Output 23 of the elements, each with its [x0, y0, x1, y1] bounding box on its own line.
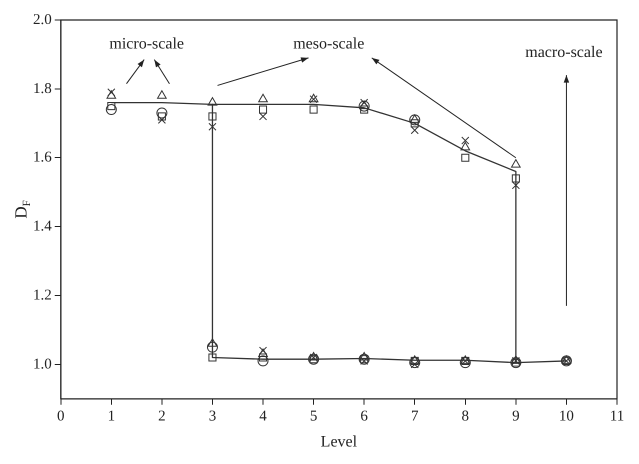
x-tick-label: 8 — [462, 408, 470, 425]
y-tick-label: 1.4 — [33, 218, 52, 235]
annotation: macro-scale — [525, 44, 603, 61]
x-tick-label: 6 — [360, 408, 368, 425]
y-tick-label: 1.2 — [33, 287, 52, 304]
y-tick-label: 2.0 — [33, 12, 52, 28]
x-tick-label: 2 — [158, 408, 166, 425]
x-tick-label: 3 — [208, 408, 216, 425]
x-tick-label: 7 — [410, 408, 419, 425]
annotation: meso-scale — [293, 35, 364, 52]
x-tick-label: 1 — [108, 408, 116, 425]
x-tick-label: 5 — [310, 408, 318, 425]
x-tick-label: 9 — [512, 408, 520, 425]
y-tick-label: 1.0 — [33, 356, 52, 372]
annotation: micro-scale — [109, 35, 184, 52]
x-tick-label: 0 — [57, 408, 64, 425]
y-tick-label: 1.6 — [33, 150, 52, 166]
y-axis-title: DF — [11, 200, 33, 219]
x-tick-label: 11 — [610, 408, 624, 425]
x-axis-title: Level — [320, 434, 358, 451]
x-tick-label: 4 — [259, 408, 268, 425]
y-tick-label: 1.8 — [33, 80, 52, 97]
x-tick-label: 10 — [558, 408, 574, 425]
